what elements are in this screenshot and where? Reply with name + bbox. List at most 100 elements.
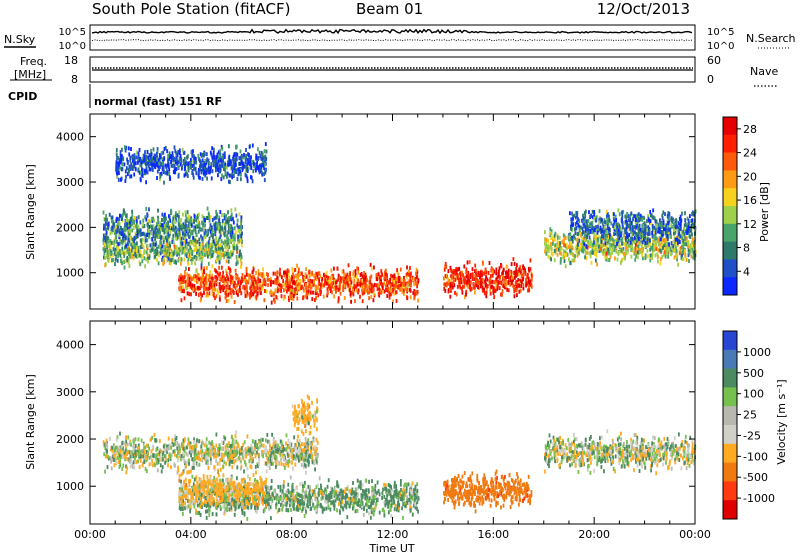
power-scatter-cell <box>218 265 220 270</box>
power-scatter-cell <box>135 218 138 223</box>
power-scatter-cell <box>481 285 484 290</box>
power-scatter-cell <box>315 291 318 296</box>
power-scatter-cell <box>220 177 223 181</box>
power-scatter-cell <box>548 245 551 250</box>
power-scatter-cell <box>571 239 574 244</box>
power-scatter-cell <box>470 280 472 285</box>
power-scatter-cell <box>575 248 578 253</box>
power-scatter-cell <box>116 163 119 168</box>
power-scatter-cell <box>211 249 213 254</box>
power-scatter-cell <box>194 238 197 243</box>
power-scatter-cell <box>581 226 584 231</box>
power-scatter-cell <box>662 232 664 237</box>
power-scatter-cell <box>512 277 514 282</box>
power-scatter-cell <box>126 226 129 231</box>
power-scatter-cell <box>550 247 553 251</box>
power-scatter-cell <box>216 240 219 245</box>
power-scatter-cell <box>389 292 392 297</box>
power-scatter-cell <box>244 160 247 165</box>
power-scatter-cell <box>670 252 672 257</box>
power-scatter-cell <box>194 261 197 266</box>
power-scatter-cell <box>218 260 221 265</box>
power-scatter-cell <box>490 267 493 272</box>
power-scatter-cell <box>415 274 418 279</box>
power-scatter-cell <box>400 277 403 282</box>
power-scatter-cell <box>681 245 683 250</box>
power-scatter-cell <box>193 167 195 171</box>
power-scatter-cell <box>153 161 155 166</box>
power-scatter-cell <box>263 172 265 177</box>
power-scatter-cell <box>343 273 345 277</box>
power-scatter-cell <box>132 226 135 230</box>
power-scatter-cell <box>662 221 665 226</box>
power-scatter-cell <box>666 227 669 232</box>
power-scatter-cell <box>237 235 240 240</box>
power-scatter-cell <box>217 168 220 173</box>
power-ytick-label: 3000 <box>56 176 84 189</box>
power-scatter-cell <box>483 287 486 292</box>
power-scatter-cell <box>147 255 149 260</box>
power-scatter-cell <box>549 227 552 232</box>
power-scatter-cell <box>117 156 119 160</box>
power-scatter-cell <box>168 225 170 230</box>
power-scatter-cell <box>216 258 218 263</box>
power-scatter-cell <box>485 275 487 280</box>
power-scatter-cell <box>237 237 239 242</box>
power-scatter-cell <box>199 175 201 180</box>
power-scatter-cell <box>264 162 266 167</box>
power-scatter-cell <box>383 289 386 294</box>
power-scatter-cell <box>363 283 366 288</box>
power-scatter-cell <box>233 226 236 231</box>
power-scatter-cell <box>644 253 647 258</box>
power-scatter-cell <box>584 251 587 256</box>
power-scatter-cell <box>317 271 320 276</box>
power-scatter-cell <box>114 227 117 232</box>
power-scatter-cell <box>562 254 564 259</box>
power-scatter-cell <box>223 250 226 255</box>
power-scatter-cell <box>524 271 527 276</box>
power-scatter-cell <box>650 245 652 250</box>
power-scatter-cell <box>187 168 190 173</box>
power-scatter-cell <box>289 288 292 293</box>
power-scatter-cell <box>167 158 170 163</box>
power-scatter-cell <box>127 242 130 247</box>
power-scatter-cell <box>553 237 556 242</box>
power-scatter-cell <box>182 150 185 155</box>
power-scatter-cell <box>186 254 188 258</box>
power-scatter-cell <box>216 276 219 281</box>
power-scatter-cell <box>119 231 122 236</box>
power-scatter-cell <box>125 236 127 241</box>
power-scatter-cell <box>444 261 447 266</box>
power-scatter-cell <box>513 261 516 266</box>
power-scatter-cell <box>308 274 311 278</box>
power-scatter-cell <box>224 170 227 175</box>
power-scatter-cell <box>559 260 562 265</box>
power-scatter-cell <box>449 265 452 270</box>
power-scatter-cell <box>112 247 115 252</box>
power-scatter-cell <box>145 217 148 222</box>
power-scatter-cell <box>255 271 257 275</box>
power-scatter-cell <box>129 248 132 253</box>
power-scatter-cell <box>637 244 639 249</box>
power-scatter-cell <box>168 215 171 220</box>
power-scatter-cell <box>631 237 634 242</box>
power-scatter-cell <box>664 238 666 243</box>
power-scatter-cell <box>202 171 205 176</box>
power-scatter-cell <box>191 249 194 254</box>
power-scatter-cell <box>492 286 495 291</box>
power-scatter-cell <box>195 171 198 176</box>
power-scatter-cell <box>259 154 262 159</box>
power-scatter-cell <box>130 242 133 247</box>
power-scatter-cell <box>384 269 387 274</box>
power-scatter-cell <box>168 172 171 176</box>
power-scatter-cell <box>232 156 234 161</box>
power-scatter-cell <box>314 298 316 303</box>
power-scatter-cell <box>677 240 679 245</box>
power-scatter-cell <box>214 228 217 233</box>
power-scatter-cell <box>182 212 184 217</box>
power-scatter-cell <box>246 290 248 295</box>
power-scatter-cell <box>120 154 123 159</box>
power-scatter-cell <box>240 223 243 227</box>
power-scatter-cell <box>116 216 119 221</box>
power-scatter-cell <box>672 244 675 249</box>
